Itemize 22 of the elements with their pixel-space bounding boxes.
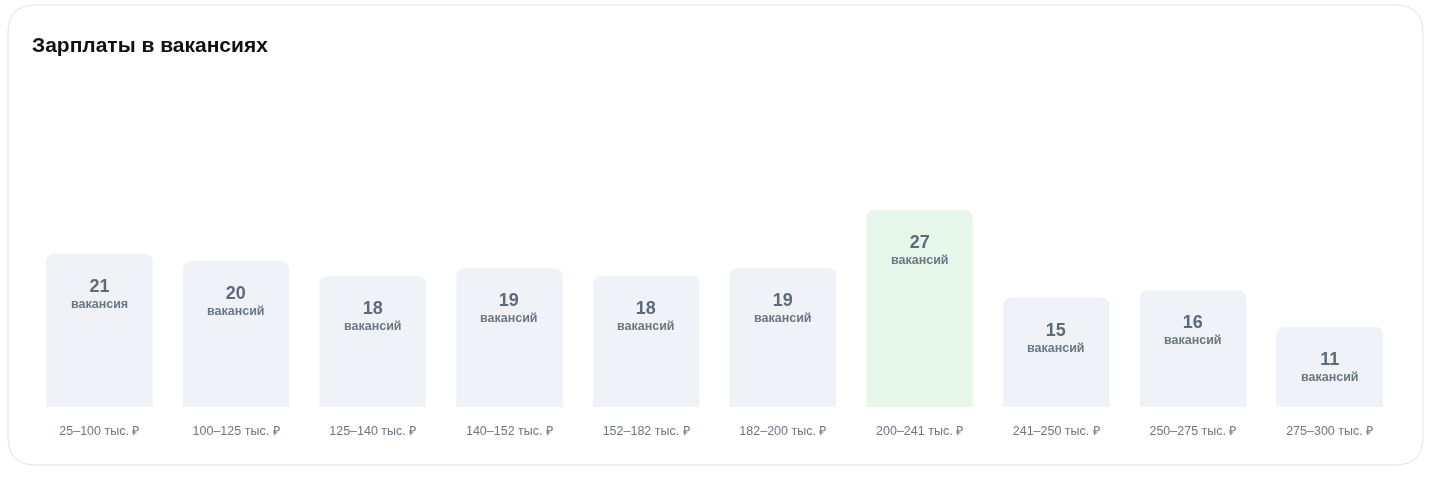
x-tick-label: 182–200 тыс. ₽	[739, 423, 827, 438]
data-label: 19 вакансий	[754, 290, 812, 326]
data-label: 15 вакансий	[1027, 320, 1085, 356]
x-tick-label: 250–275 тыс. ₽	[1149, 423, 1237, 438]
data-label: 21 вакансия	[71, 276, 129, 312]
x-tick-label: 125–140 тыс. ₽	[329, 423, 417, 438]
x-tick-label: 200–241 тыс. ₽	[876, 423, 964, 438]
data-label: 18 вакансий	[617, 298, 675, 334]
chart-title: Зарплаты в вакансиях	[32, 33, 269, 57]
x-tick-label: 140–152 тыс. ₽	[465, 423, 553, 438]
data-label: 27 вакансий	[891, 232, 949, 268]
data-label: 18 вакансий	[344, 298, 402, 334]
x-tick-label: 25–100 тыс. ₽	[59, 423, 140, 438]
data-label: 11 вакансий	[1301, 349, 1359, 385]
x-tick-label: 100–125 тыс. ₽	[192, 423, 280, 438]
x-tick-label: 275–300 тыс. ₽	[1286, 423, 1374, 438]
data-label: 16 вакансий	[1164, 312, 1222, 348]
data-label: 19 вакансий	[480, 290, 538, 326]
x-tick-label: 241–250 тыс. ₽	[1012, 423, 1100, 438]
x-tick-label: 152–182 тыс. ₽	[602, 423, 690, 438]
data-label: 20 вакансий	[207, 283, 265, 319]
bar	[866, 210, 973, 407]
